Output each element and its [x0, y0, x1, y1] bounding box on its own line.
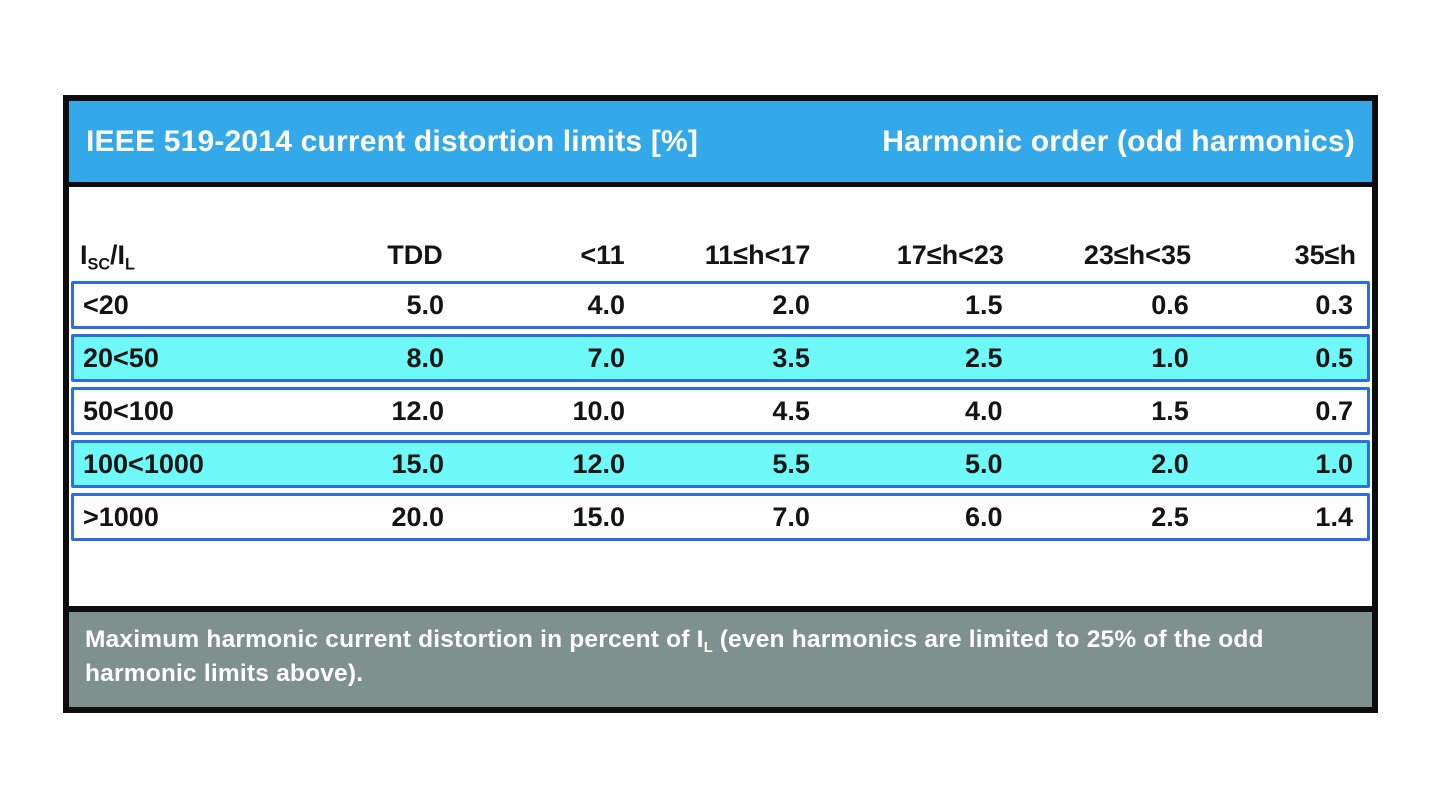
row-value-lt11: 7.0: [587, 342, 626, 373]
footnote-text: Maximum harmonic current distortion in p…: [85, 626, 704, 653]
row-value-23-35: 0.6: [1151, 289, 1189, 320]
row-label-isc-il: <20: [83, 289, 129, 320]
row-value-17-23: 1.5: [965, 289, 1003, 320]
column-header-isc-il-ratio: ISC/IL: [80, 240, 135, 271]
column-header-tdd: TDD: [387, 240, 443, 270]
row-value-23-35: 1.0: [1151, 342, 1189, 373]
row-value-35up: 1.4: [1315, 501, 1353, 532]
row-value-17-23: 2.5: [965, 342, 1003, 373]
row-value-23-35: 2.5: [1151, 501, 1189, 532]
row-value-tdd: 12.0: [391, 395, 445, 426]
row-value-11-17: 3.5: [772, 342, 810, 373]
ieee-519-limits-table-figure: IEEE 519-2014 current distortion limits …: [63, 95, 1378, 713]
row-value-tdd: 5.0: [406, 289, 445, 320]
column-header-row: ISC/IL TDD <11 11≤h<17 17≤h<23 23≤h<35 3…: [71, 187, 1370, 281]
row-value-lt11: 4.0: [587, 289, 626, 320]
row-value-17-23: 6.0: [965, 501, 1003, 532]
table-rows-container: <20 5.0 4.0 2.0 1.5 0.6 0.3 20<50 8.0 7.…: [71, 281, 1370, 541]
footnote-text-continued: (even harmonics are limited to 25% of th…: [85, 626, 1264, 688]
table-row: 20<50 8.0 7.0 3.5 2.5 1.0 0.5: [71, 334, 1370, 382]
row-value-11-17: 4.5: [772, 395, 810, 426]
row-value-23-35: 1.5: [1151, 395, 1189, 426]
row-value-11-17: 2.0: [772, 289, 810, 320]
table-row: <20 5.0 4.0 2.0 1.5 0.6 0.3: [71, 281, 1370, 329]
row-value-35up: 0.5: [1315, 342, 1353, 373]
column-header-lt11: <11: [580, 240, 625, 270]
column-header-17-23: 17≤h<23: [896, 240, 1004, 270]
figure-footnote: Maximum harmonic current distortion in p…: [69, 606, 1372, 707]
row-label-isc-il: 20<50: [83, 342, 159, 373]
row-value-17-23: 5.0: [965, 448, 1003, 479]
row-value-tdd: 20.0: [391, 501, 445, 532]
row-value-23-35: 2.0: [1151, 448, 1189, 479]
row-value-lt11: 10.0: [572, 395, 626, 426]
footnote-subscript: L: [703, 640, 713, 657]
row-value-tdd: 8.0: [406, 342, 445, 373]
column-header-23-35: 23≤h<35: [1083, 240, 1191, 270]
table-body: ISC/IL TDD <11 11≤h<17 17≤h<23 23≤h<35 3…: [69, 187, 1372, 606]
table-row: >1000 20.0 15.0 7.0 6.0 2.5 1.4: [71, 493, 1370, 541]
row-value-35up: 1.0: [1315, 448, 1353, 479]
row-value-11-17: 5.5: [772, 448, 810, 479]
harmonic-order-group-header: Harmonic order (odd harmonics): [882, 124, 1355, 158]
row-value-17-23: 4.0: [965, 395, 1003, 426]
row-label-isc-il: 50<100: [83, 395, 174, 426]
row-label-isc-il: >1000: [83, 501, 159, 532]
row-value-lt11: 15.0: [572, 501, 626, 532]
table-row: 50<100 12.0 10.0 4.5 4.0 1.5 0.7: [71, 387, 1370, 435]
row-value-35up: 0.3: [1315, 289, 1353, 320]
row-value-tdd: 15.0: [391, 448, 445, 479]
row-value-35up: 0.7: [1315, 395, 1353, 426]
figure-header-band: IEEE 519-2014 current distortion limits …: [69, 101, 1372, 187]
row-value-11-17: 7.0: [772, 501, 810, 532]
row-label-isc-il: 100<1000: [83, 448, 204, 479]
column-header-35up: 35≤h: [1294, 240, 1356, 270]
figure-title: IEEE 519-2014 current distortion limits …: [86, 124, 699, 158]
table-row: 100<1000 15.0 12.0 5.5 5.0 2.0 1.0: [71, 440, 1370, 488]
row-value-lt11: 12.0: [572, 448, 626, 479]
column-header-11-17: 11≤h<17: [704, 240, 811, 270]
